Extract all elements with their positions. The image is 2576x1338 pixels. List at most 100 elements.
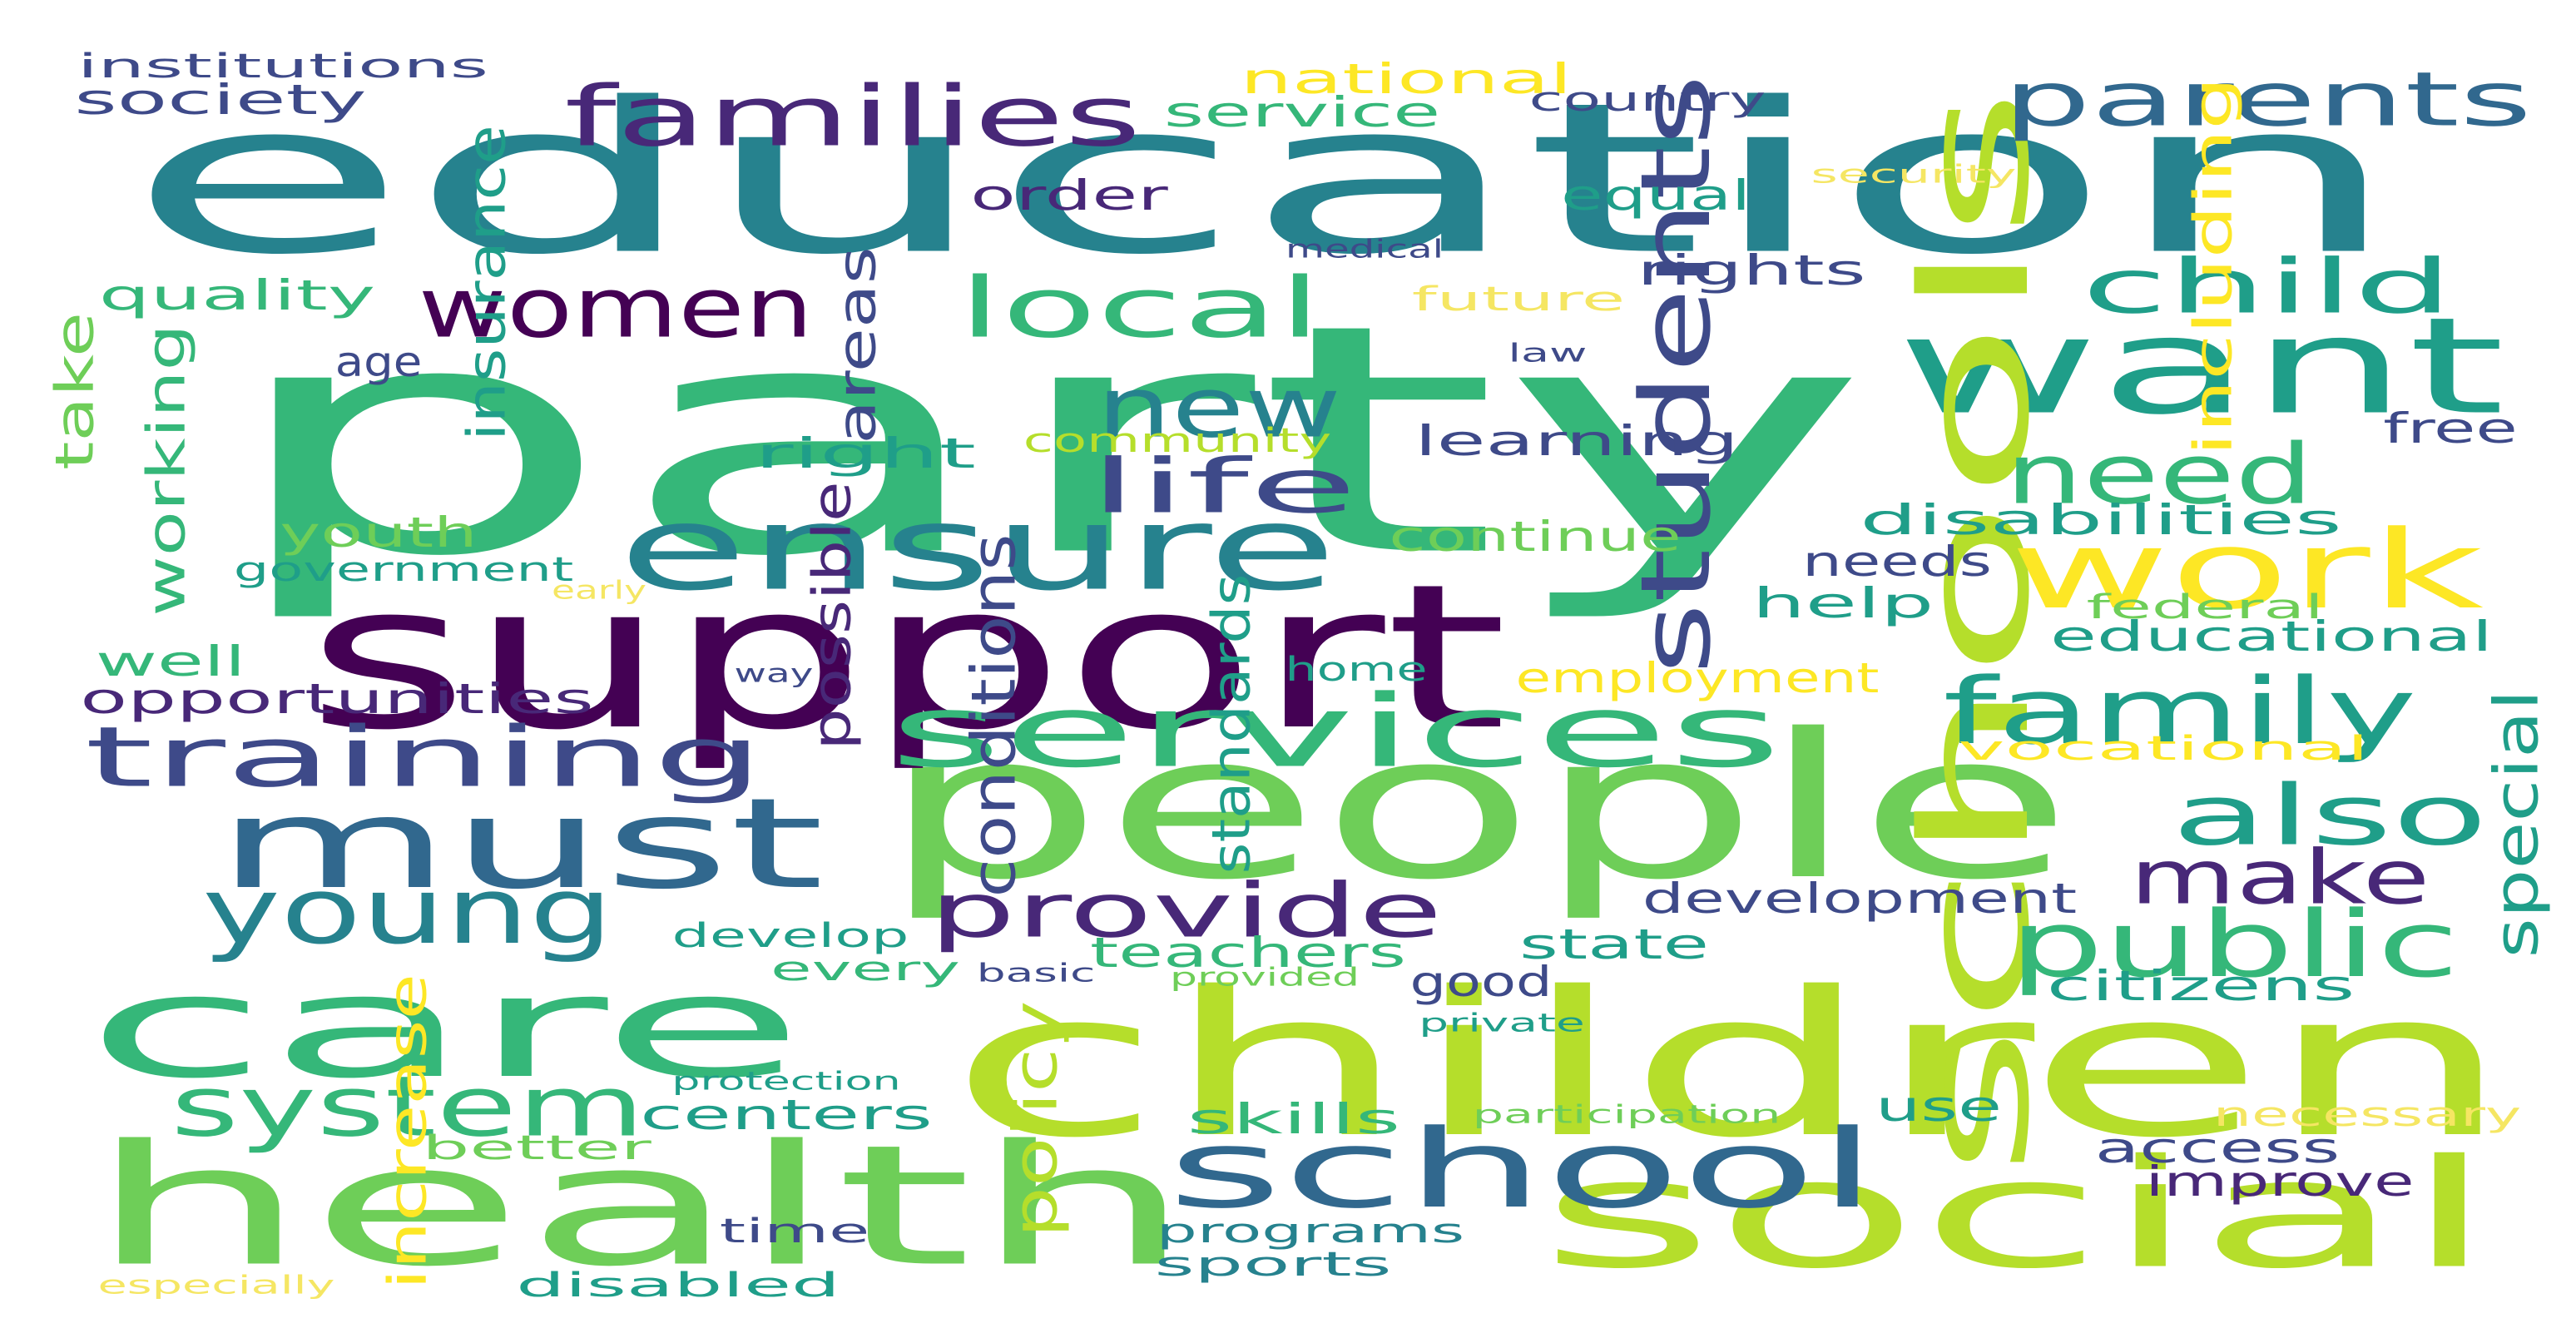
word-child: child: [2082, 244, 2454, 331]
word-special: special: [2482, 690, 2553, 959]
word-standards: standards: [1201, 574, 1262, 875]
word-improve: improve: [2146, 1157, 2415, 1206]
word-develop: develop: [672, 917, 909, 955]
word-protection: protection: [671, 1068, 901, 1097]
word-school: school: [1167, 1106, 1879, 1232]
word-teachers: teachers: [1090, 929, 1406, 977]
word-necessary: necessary: [2213, 1096, 2522, 1134]
word-employment: employment: [1516, 654, 1880, 702]
word-system: system: [171, 1058, 645, 1156]
word-opportunities: opportunities: [80, 675, 594, 723]
word-social: social: [1539, 1128, 2496, 1302]
word-insurance: insurance: [457, 125, 518, 441]
word-home: home: [1286, 651, 1428, 689]
word-quality: quality: [99, 271, 376, 320]
word-good: good: [1410, 958, 1553, 1006]
word-law: law: [1508, 339, 1588, 369]
word-possible: possible: [802, 482, 863, 751]
word-public: public: [2009, 891, 2460, 998]
word-young: young: [202, 858, 613, 964]
word-order: order: [970, 171, 1168, 220]
word-provide: provide: [929, 868, 1443, 955]
word-equal: equal: [1561, 171, 1751, 220]
word-family: family: [1943, 658, 2417, 765]
word-private: private: [1419, 1009, 1585, 1038]
word-national: national: [1241, 55, 1573, 103]
word-health: health: [87, 1110, 1194, 1304]
word-service: service: [1164, 88, 1441, 136]
word-time: time: [720, 1212, 870, 1251]
word-schools: schools: [1890, 87, 2063, 1178]
word-free: free: [2383, 404, 2518, 453]
word-youth: youth: [280, 508, 478, 557]
word-learning: learning: [1414, 417, 1739, 465]
word-new: new: [1097, 359, 1342, 457]
word-must: must: [215, 772, 825, 917]
word-services: services: [889, 675, 1782, 790]
word-make: make: [2130, 835, 2430, 922]
word-increase: increase: [378, 974, 438, 1290]
word-disabilities: disabilities: [1860, 496, 2342, 544]
word-sports: sports: [1155, 1246, 1392, 1284]
word-community: community: [1023, 422, 1332, 460]
word-state: state: [1519, 920, 1709, 969]
word-future: future: [1412, 280, 1626, 319]
word-also: also: [2172, 767, 2488, 865]
word-access: access: [2095, 1124, 2341, 1172]
word-areas: areas: [827, 246, 888, 444]
word-life: life: [1089, 444, 1358, 531]
word-society: society: [74, 76, 367, 124]
word-support: support: [306, 541, 1508, 774]
word-provided: provided: [1170, 964, 1360, 993]
word-medical: medical: [1286, 235, 1444, 265]
word-help: help: [1752, 579, 1934, 627]
word-families: families: [564, 68, 1142, 166]
word-citizens: citizens: [2047, 962, 2356, 1010]
word-need: need: [2005, 426, 2314, 523]
word-institutions: institutions: [77, 47, 488, 86]
word-every: every: [770, 950, 960, 989]
word-educational: educational: [2050, 612, 2493, 661]
word-children: children: [949, 949, 2514, 1182]
word-early: early: [552, 577, 646, 606]
word-students: students: [1621, 74, 1732, 675]
word-well: well: [96, 637, 246, 686]
word-take: take: [45, 312, 106, 470]
word-right: right: [755, 429, 976, 478]
word-development: development: [1642, 875, 2078, 923]
word-way: way: [735, 660, 814, 689]
word-work: work: [2009, 507, 2484, 633]
word-especially: especially: [98, 1271, 335, 1301]
word-country: country: [1529, 81, 1766, 119]
word-disabled: disabled: [516, 1266, 840, 1305]
word-ensure: ensure: [618, 482, 1338, 617]
word-use: use: [1875, 1083, 2002, 1131]
word-government: government: [234, 551, 574, 589]
word-centers: centers: [640, 1091, 933, 1139]
word-working: working: [136, 324, 197, 617]
word-want: want: [1896, 289, 2505, 444]
word-policy: policy: [1001, 1001, 1072, 1238]
word-parents: parents: [2003, 57, 2533, 144]
word-basic: basic: [977, 959, 1096, 989]
word-rights: rights: [1637, 246, 1866, 295]
word-skills: skills: [1187, 1095, 1401, 1143]
word-age: age: [335, 338, 423, 386]
word-needs: needs: [1802, 538, 1992, 586]
word-local: local: [959, 260, 1322, 357]
word-including: including: [2183, 77, 2244, 456]
word-training: training: [85, 709, 765, 806]
word-women: women: [419, 260, 814, 357]
word-party: party: [218, 257, 1870, 626]
word-federal: federal: [2087, 588, 2324, 627]
word-education: education: [126, 58, 2403, 300]
word-vocational: vocational: [1958, 730, 2369, 768]
word-security: security: [1811, 161, 2017, 190]
word-care: care: [86, 945, 805, 1110]
word-continue: continue: [1389, 513, 1682, 561]
word-participation: participation: [1473, 1101, 1781, 1130]
word-programs: programs: [1157, 1212, 1465, 1251]
word-conditions: conditions: [959, 534, 1030, 898]
